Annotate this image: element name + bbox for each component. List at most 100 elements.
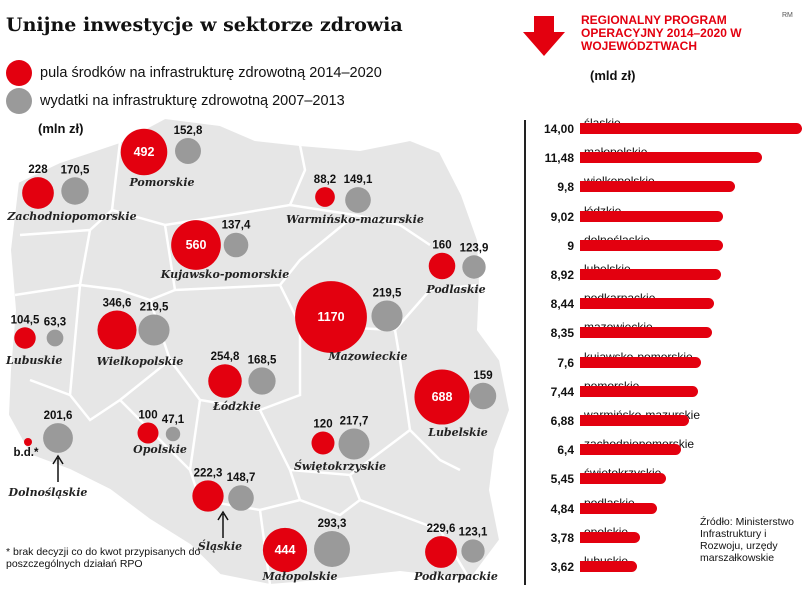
region-name-lodzkie: Łódzkie	[212, 400, 261, 413]
region-name-slaskie: Śląskie	[198, 539, 242, 553]
label-2014-podlaskie: 160	[432, 240, 451, 252]
bar-value-7: 8,35	[550, 326, 574, 341]
bar-value-5: 8,92	[550, 268, 574, 282]
bubble-2007-warminsko-mazurskie	[345, 187, 371, 213]
region-name-opolskie: Opolskie	[133, 443, 187, 456]
bar-13	[580, 502, 657, 514]
map-shape	[6, 116, 512, 587]
region-name-kujawsko-pomorskie: Kujawsko-pomorskie	[160, 268, 289, 281]
label-2014-warminsko-mazurskie: 88,2	[314, 174, 336, 186]
bar-2	[580, 181, 736, 193]
label-2014-opolskie: 100	[138, 410, 157, 422]
bubble-2014-lubuskie	[14, 327, 36, 349]
label-2007-swietokrzyskie: 217,7	[340, 416, 369, 428]
region-name-wielkopolskie: Wielkopolskie	[97, 355, 184, 368]
bar-value-8: 7,6	[557, 355, 574, 370]
bubble-2007-opolskie	[165, 426, 181, 442]
source-note: Źródło: Ministerstwo Infrastruktury i Ro…	[700, 516, 794, 564]
region-name-podkarpackie: Podkarpackie	[413, 570, 498, 583]
bar-6	[580, 298, 714, 310]
label-2014-swietokrzyskie: 120	[313, 418, 332, 430]
poland-outline	[6, 116, 512, 587]
label-2007-pomorskie: 152,8	[174, 125, 203, 137]
label-2007-lubuskie: 63,3	[44, 317, 66, 329]
label-2014-wielkopolskie: 346,6	[103, 297, 132, 309]
legend-label-2007: wydatki na infrastrukturę zdrowotną 2007…	[40, 93, 345, 109]
arrow-dolnoslaskie	[52, 454, 64, 482]
bubble-2014-opolskie	[137, 422, 159, 444]
bar-0	[580, 123, 802, 134]
bubble-2014-malopolskie	[262, 527, 308, 573]
label-2007-malopolskie: 293,3	[318, 518, 347, 530]
region-name-pomorskie: Pomorskie	[128, 176, 194, 189]
bar-4	[580, 239, 723, 251]
bubble-2014-mazowieckie	[295, 281, 367, 353]
bubble-2014-dolnoslaskie	[24, 438, 32, 446]
bubble-2007-mazowieckie	[371, 300, 403, 332]
bubble-2014-zachodniopomorskie	[22, 177, 54, 209]
bubble-2014-kujawsko-pomorskie	[171, 220, 221, 270]
region-name-dolnoslaskie: Dolnośląskie	[8, 486, 88, 499]
label-2014-dolnoslaskie: b.d.*	[14, 447, 39, 459]
rpo-title: REGIONALNY PROGRAM OPERACYJNY 2014–2020 …	[581, 13, 742, 53]
bubble-2007-slaskie	[228, 485, 254, 511]
rm-mark: RM	[782, 12, 793, 19]
bar-value-11: 6,4	[557, 443, 574, 458]
map-unit: (mln zł)	[38, 121, 84, 136]
bar-value-0: 14,00	[543, 122, 574, 136]
label-2007-podlaskie: 123,9	[460, 242, 489, 254]
bubble-2014-slaskie	[192, 480, 224, 512]
legend-gray-dot	[6, 88, 32, 114]
bubble-2007-lubelskie	[469, 382, 497, 410]
bar-value-2: 9,8	[557, 180, 574, 195]
bar-8	[580, 356, 701, 368]
region-name-mazowieckie: Mazowieckie	[327, 350, 407, 363]
label-2014-zachodniopomorskie: 228	[28, 164, 48, 176]
region-name-zachodniopomorskie: Zachodniopomorskie	[6, 210, 136, 223]
legend-item-2007: wydatki na infrastrukturę zdrowotną 2007…	[6, 88, 345, 114]
bubble-2014-wielkopolskie	[97, 310, 137, 350]
bar-5	[580, 269, 722, 280]
bubble-2007-malopolskie	[314, 531, 350, 567]
bar-value-1: 11,48	[544, 151, 574, 166]
bar-value-15: 3,62	[550, 560, 574, 574]
bar-1	[580, 152, 763, 164]
bar-value-6: 8,44	[550, 297, 574, 312]
region-borders	[14, 141, 479, 586]
label-2007-wielkopolskie: 219,5	[140, 301, 169, 313]
label-2014-podkarpackie: 229,6	[427, 523, 456, 535]
bubble-2007-dolnoslaskie	[43, 423, 73, 453]
bubble-2007-wielkopolskie	[138, 314, 170, 346]
region-name-malopolskie: Małopolskie	[261, 570, 337, 583]
bubble-2014-lubelskie	[414, 369, 470, 425]
bar-11	[580, 444, 682, 456]
bubble-2007-swietokrzyskie	[338, 428, 370, 460]
bar-value-4: 9	[567, 238, 574, 253]
bubble-2007-lubuskie	[46, 329, 64, 347]
bubble-2007-podlaskie	[462, 255, 486, 279]
label-2014-lubelskie: 688	[432, 390, 453, 404]
rpo-unit: (mld zł)	[590, 68, 636, 83]
bubble-2014-swietokrzyskie	[311, 431, 335, 455]
label-2007-kujawsko-pomorskie: 137,4	[222, 220, 251, 232]
bar-14	[580, 531, 640, 543]
region-name-lubuskie: Lubuskie	[5, 354, 62, 367]
region-name-swietokrzyskie: Świętokrzyskie	[294, 459, 386, 473]
label-2007-warminsko-mazurskie: 149,1	[344, 174, 373, 186]
label-2014-slaskie: 222,3	[194, 467, 223, 479]
label-2014-lodzkie: 254,8	[211, 351, 240, 363]
arrow-slaskie	[217, 510, 229, 538]
label-2007-slaskie: 148,7	[227, 472, 256, 484]
poland-bubble-map: 492 152,8 Pomorskie 228 170,5 Zachodniopomors…	[5, 116, 512, 587]
legend-red-dot	[6, 60, 32, 86]
bubble-2007-podkarpackie	[461, 539, 485, 563]
bubble-2007-pomorskie	[175, 138, 201, 164]
bar-value-9: 7,44	[550, 384, 574, 399]
bar-3	[580, 210, 724, 222]
bubble-2014-podkarpackie	[425, 536, 457, 568]
label-2014-kujawsko-pomorskie: 560	[186, 238, 207, 252]
bar-15	[580, 561, 638, 572]
label-2007-podkarpackie: 123,1	[459, 526, 488, 538]
label-2007-lodzkie: 168,5	[248, 354, 277, 366]
region-name-podlaskie: Podlaskie	[425, 283, 485, 296]
